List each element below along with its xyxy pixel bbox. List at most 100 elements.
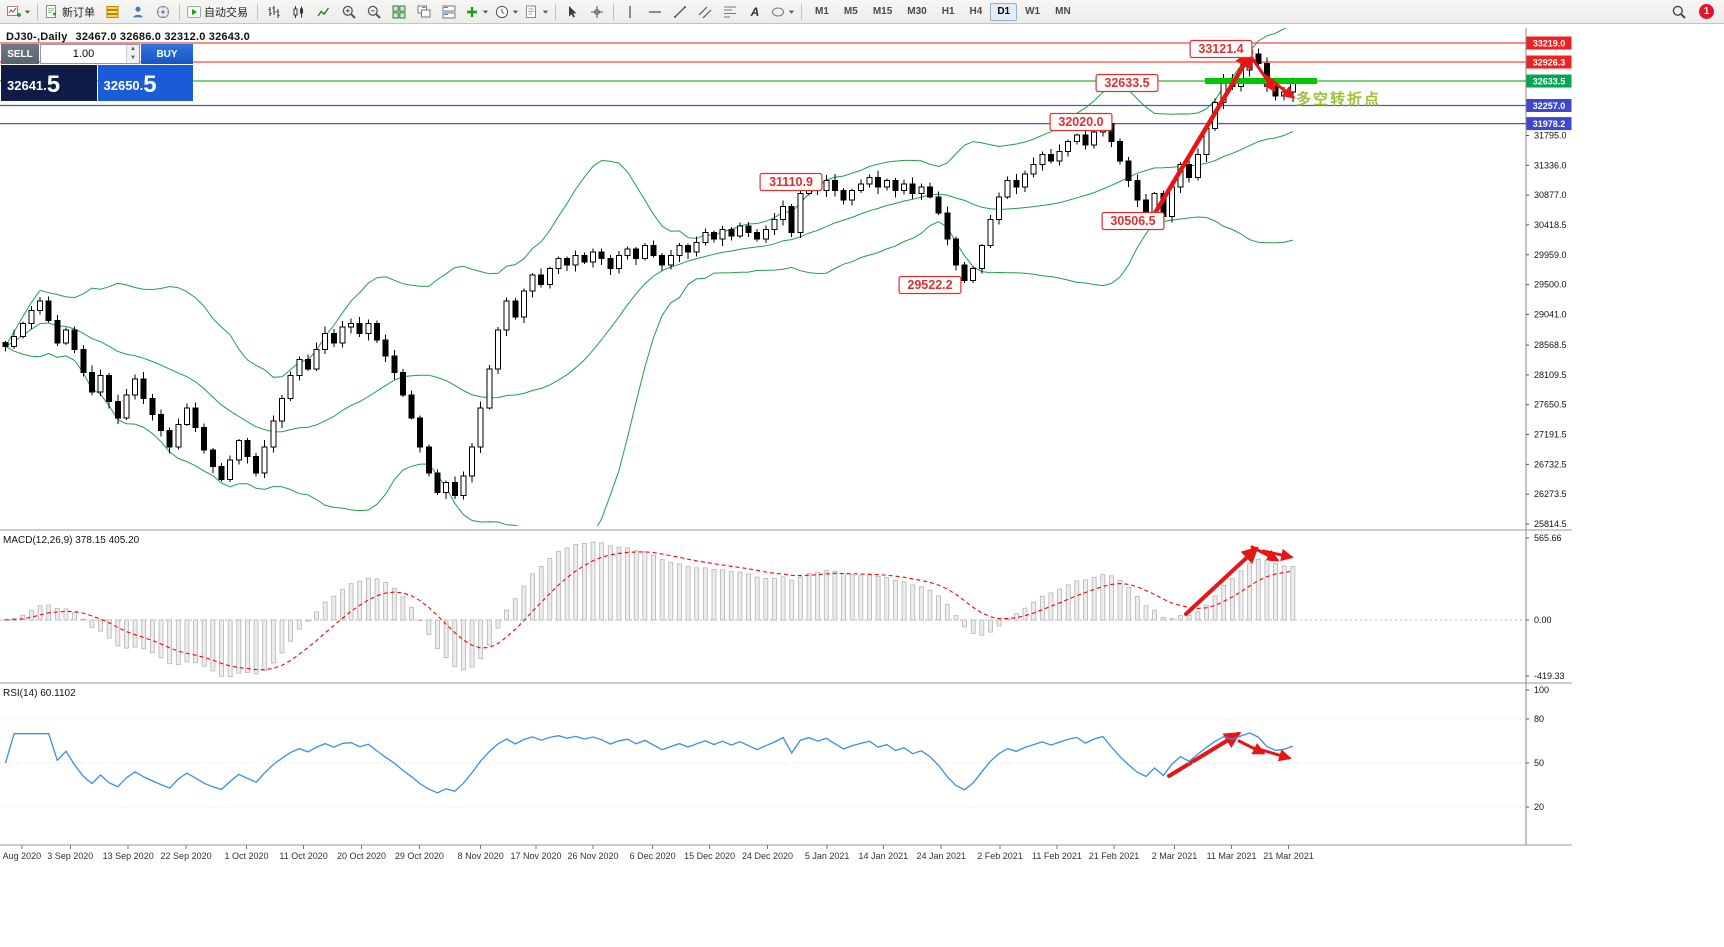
tline-icon	[672, 4, 688, 20]
svg-text:50: 50	[1534, 758, 1544, 768]
indicators-icon	[464, 4, 480, 20]
text-label-button[interactable]: A	[743, 2, 767, 22]
svg-text:29 Oct 2020: 29 Oct 2020	[395, 851, 444, 861]
chart-canvas[interactable]: 33121.4 32633.5 32020.0 31110.9 30506.5 29522…	[0, 24, 1724, 947]
indicators-button[interactable]	[462, 2, 491, 22]
svg-text:3 Sep 2020: 3 Sep 2020	[47, 851, 93, 861]
horizontal-line-button[interactable]	[643, 2, 667, 22]
tile-windows-button[interactable]	[387, 2, 411, 22]
svg-text:17 Nov 2020: 17 Nov 2020	[510, 851, 561, 861]
navigator-icon	[155, 4, 171, 20]
timeframe-MN[interactable]: MN	[1055, 5, 1071, 17]
timeframe-H4[interactable]: H4	[969, 5, 983, 17]
timeframe-W1[interactable]: W1	[1025, 5, 1041, 17]
chart-window: 33121.4 32633.5 32020.0 31110.9 30506.5 29522…	[0, 24, 1724, 947]
volume-arrows: ▲ ▼	[126, 45, 139, 63]
new-chart-button[interactable]	[4, 2, 33, 22]
dropdown-icon	[542, 4, 549, 20]
svg-text:31110.9: 31110.9	[769, 175, 813, 189]
svg-text:21 Feb 2021: 21 Feb 2021	[1089, 851, 1140, 861]
volume-stepper[interactable]: 1.00 ▲ ▼	[40, 44, 140, 64]
buy-button[interactable]: BUY	[141, 44, 193, 64]
one-click-trade-panel: SELL 1.00 ▲ ▼ BUY 32641. 5 32650. 5	[1, 44, 193, 101]
cascade-icon	[416, 4, 432, 20]
timeframe-group: M1 M5 M15 M30 H1 H4 D1 W1 MN	[808, 2, 1078, 21]
sell-price-big: 5	[46, 71, 61, 98]
template-icon	[524, 4, 540, 20]
zoom-out-button[interactable]	[362, 2, 386, 22]
svg-text:31336.0: 31336.0	[1534, 160, 1567, 170]
svg-text:26273.5: 26273.5	[1534, 489, 1567, 499]
channel-button[interactable]	[693, 2, 717, 22]
search-icon	[1671, 4, 1687, 20]
svg-text:29522.2: 29522.2	[907, 278, 952, 292]
sell-price[interactable]: 32641. 5	[1, 65, 97, 101]
svg-text:28568.5: 28568.5	[1534, 340, 1567, 350]
svg-text:11 Feb 2021: 11 Feb 2021	[1032, 851, 1082, 861]
toolbar-separator	[257, 3, 258, 20]
svg-text:27191.5: 27191.5	[1534, 430, 1567, 440]
autotrading-button[interactable]: 自动交易	[184, 2, 253, 22]
data-window-button[interactable]	[126, 2, 150, 22]
svg-text:20: 20	[1534, 802, 1544, 812]
crosshair-icon	[589, 4, 605, 20]
timeframe-M15[interactable]: M15	[872, 5, 893, 17]
periods-button[interactable]	[492, 2, 521, 22]
svg-text:32257.0: 32257.0	[1533, 101, 1566, 111]
new-order-button[interactable]: 新订单	[42, 2, 100, 22]
zoom-in-button[interactable]	[337, 2, 361, 22]
candles-icon	[291, 4, 307, 20]
svg-text:27650.5: 27650.5	[1534, 400, 1567, 410]
vertical-line-button[interactable]	[618, 2, 642, 22]
search-button[interactable]	[1667, 2, 1691, 22]
timeframe-M5[interactable]: M5	[843, 5, 858, 17]
trendline-button[interactable]	[668, 2, 692, 22]
crosshair-button[interactable]	[585, 2, 609, 22]
toolbar-separator	[613, 3, 614, 20]
svg-text:21 Mar 2021: 21 Mar 2021	[1263, 851, 1314, 861]
svg-text:30877.0: 30877.0	[1534, 190, 1567, 200]
arrange-windows-button[interactable]	[437, 2, 461, 22]
timeframe-D1[interactable]: D1	[990, 2, 1018, 21]
svg-text:24 Jan 2021: 24 Jan 2021	[916, 851, 966, 861]
buy-price[interactable]: 32650. 5	[97, 65, 193, 101]
svg-text:24 Dec 2020: 24 Dec 2020	[742, 851, 793, 861]
market-watch-button[interactable]	[101, 2, 125, 22]
cursor-button[interactable]	[560, 2, 584, 22]
bar-chart-button[interactable]	[262, 2, 286, 22]
play-icon	[186, 4, 202, 20]
tile-icon	[391, 4, 407, 20]
fibonacci-button[interactable]	[718, 2, 742, 22]
svg-text:31978.2: 31978.2	[1533, 119, 1566, 129]
shapes-button[interactable]	[768, 2, 797, 22]
timeframe-M1[interactable]: M1	[815, 5, 829, 17]
candlestick-chart-button[interactable]	[287, 2, 311, 22]
svg-text:80: 80	[1534, 714, 1544, 724]
svg-text:11 Oct 2020: 11 Oct 2020	[279, 851, 327, 861]
timeframe-M30[interactable]: M30	[907, 5, 927, 17]
templates-button[interactable]	[522, 2, 551, 22]
line-chart-button[interactable]	[312, 2, 336, 22]
hline-icon	[647, 4, 663, 20]
svg-text:多空转折点: 多空转折点	[1296, 90, 1381, 108]
volume-value[interactable]: 1.00	[72, 48, 95, 60]
dropdown-icon	[24, 4, 31, 20]
arrange-icon	[441, 4, 457, 20]
svg-text:2 Feb 2021: 2 Feb 2021	[977, 851, 1023, 861]
svg-text:33121.4: 33121.4	[1198, 42, 1243, 56]
texticon-icon: A	[747, 4, 763, 20]
svg-text:28109.5: 28109.5	[1534, 370, 1567, 380]
volume-increment[interactable]: ▲	[127, 45, 139, 54]
timeframe-H1[interactable]: H1	[941, 5, 955, 17]
volume-decrement[interactable]: ▼	[127, 54, 139, 63]
notification-badge[interactable]: 1	[1699, 4, 1714, 19]
sell-button[interactable]: SELL	[1, 44, 39, 64]
channel-icon	[697, 4, 713, 20]
fibo-icon	[722, 4, 738, 20]
svg-text:565.66: 565.66	[1534, 533, 1562, 543]
macd-indicator-label: MACD(12,26,9) 378.15 405.20	[3, 535, 140, 546]
cascade-windows-button[interactable]	[412, 2, 436, 22]
navigator-button[interactable]	[151, 2, 175, 22]
new-order-label: 新订单	[62, 6, 95, 19]
layers-icon	[105, 4, 121, 20]
